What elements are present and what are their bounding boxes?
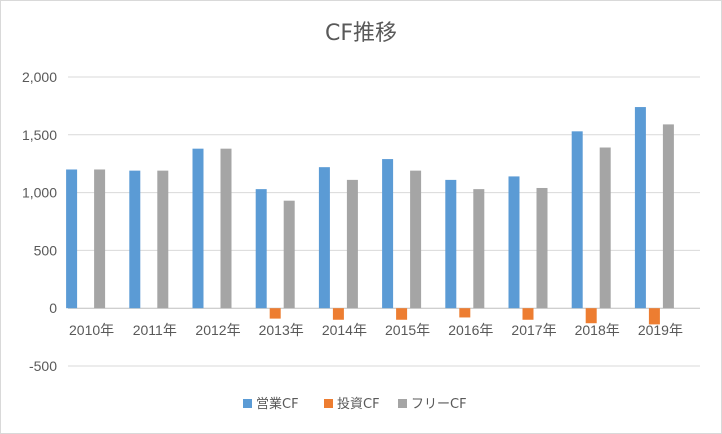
bar-free-cf	[662, 124, 674, 309]
y-axis-ticks: -500 0 500 1,000 1,500 2,000	[22, 69, 57, 374]
x-tick-label: 2011年	[133, 322, 177, 338]
y-tick-label: 1,500	[22, 127, 57, 143]
bar-investing-cf	[332, 308, 344, 320]
x-tick-label: 2016年	[448, 322, 493, 338]
legend-swatch	[324, 399, 333, 408]
legend: 営業CF 投資CF フリーCF	[243, 396, 467, 412]
y-tick-label: -500	[29, 358, 57, 374]
bar-investing-cf	[522, 308, 534, 320]
bar-free-cf	[536, 187, 548, 309]
legend-label: フリーCF	[411, 397, 467, 412]
bar-operating-cf	[66, 169, 78, 309]
bar-investing-cf	[648, 308, 660, 325]
y-tick-label: 2,000	[22, 69, 57, 85]
bar-free-cf	[94, 169, 106, 309]
y-tick-label: 500	[34, 242, 58, 258]
bar-operating-cf	[634, 107, 646, 309]
bar-operating-cf	[192, 148, 204, 309]
bar-free-cf	[410, 170, 422, 309]
bar-operating-cf	[255, 189, 267, 309]
x-tick-label: 2014年	[322, 322, 367, 338]
chart-title: CF推移	[325, 21, 397, 46]
x-tick-label: 2018年	[575, 322, 620, 338]
bar-investing-cf	[459, 308, 471, 318]
y-tick-label: 0	[49, 300, 57, 316]
x-tick-label: 2017年	[511, 322, 556, 338]
bar-free-cf	[346, 179, 358, 309]
x-tick-label: 2019年	[638, 322, 683, 338]
x-tick-label: 2015年	[385, 322, 430, 338]
bar-operating-cf	[129, 170, 141, 309]
bar-operating-cf	[445, 179, 457, 309]
x-axis-ticks: 2010年 2011年 2012年 2013年 2014年 2015年 2016年 2017年…	[69, 322, 683, 338]
bar-free-cf	[283, 200, 295, 309]
bar-free-cf	[220, 148, 232, 309]
bar-operating-cf	[571, 131, 583, 309]
bar-operating-cf	[508, 176, 520, 309]
legend-label: 営業CF	[256, 396, 299, 412]
bar-operating-cf	[318, 167, 330, 309]
bar-free-cf	[157, 170, 169, 309]
legend-label: 投資CF	[337, 396, 380, 412]
legend-swatch	[398, 399, 407, 408]
x-tick-label: 2010年	[69, 322, 114, 338]
bars	[66, 107, 674, 325]
bar-free-cf	[473, 189, 485, 309]
bar-investing-cf	[585, 308, 597, 324]
bar-investing-cf	[396, 308, 408, 320]
legend-swatch	[243, 399, 252, 408]
bar-investing-cf	[269, 308, 281, 319]
x-tick-label: 2013年	[259, 322, 304, 338]
x-tick-label: 2012年	[195, 322, 240, 338]
bar-operating-cf	[382, 159, 394, 309]
bar-free-cf	[599, 147, 611, 309]
y-tick-label: 1,000	[22, 185, 57, 201]
